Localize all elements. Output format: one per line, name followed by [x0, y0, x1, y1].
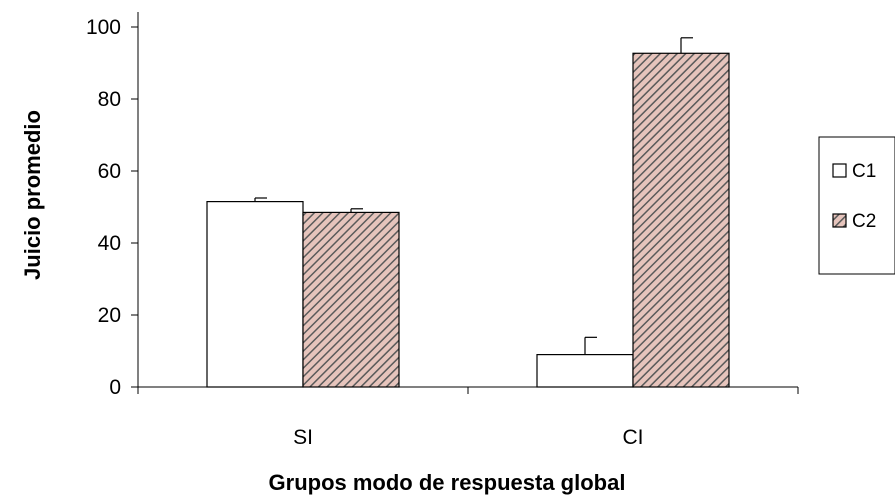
y-tick-label: 100 — [86, 16, 121, 39]
legend-label: C1 — [852, 161, 876, 182]
legend: C1 C2 — [818, 136, 895, 275]
y-tick-label: 0 — [109, 376, 121, 399]
plot-area: 0 20 40 60 80 100 SI CI — [86, 12, 799, 449]
y-tick-label: 20 — [98, 304, 121, 327]
y-tick-label: 60 — [98, 160, 121, 183]
bar — [536, 354, 634, 388]
bar — [302, 211, 400, 388]
x-tick-label: SI — [293, 426, 313, 449]
bar — [206, 201, 304, 388]
y-tick-label: 40 — [98, 232, 121, 255]
x-tick-label: CI — [623, 426, 644, 449]
legend-swatch — [832, 213, 847, 228]
y-axis-title: Juicio promedio — [20, 110, 45, 280]
legend-label: C2 — [852, 211, 876, 232]
x-axis-title: Grupos modo de respuesta global — [269, 470, 626, 495]
legend-box — [818, 136, 895, 275]
legend-swatch — [832, 163, 847, 178]
y-tick-label: 80 — [98, 88, 121, 111]
bar — [632, 52, 730, 388]
